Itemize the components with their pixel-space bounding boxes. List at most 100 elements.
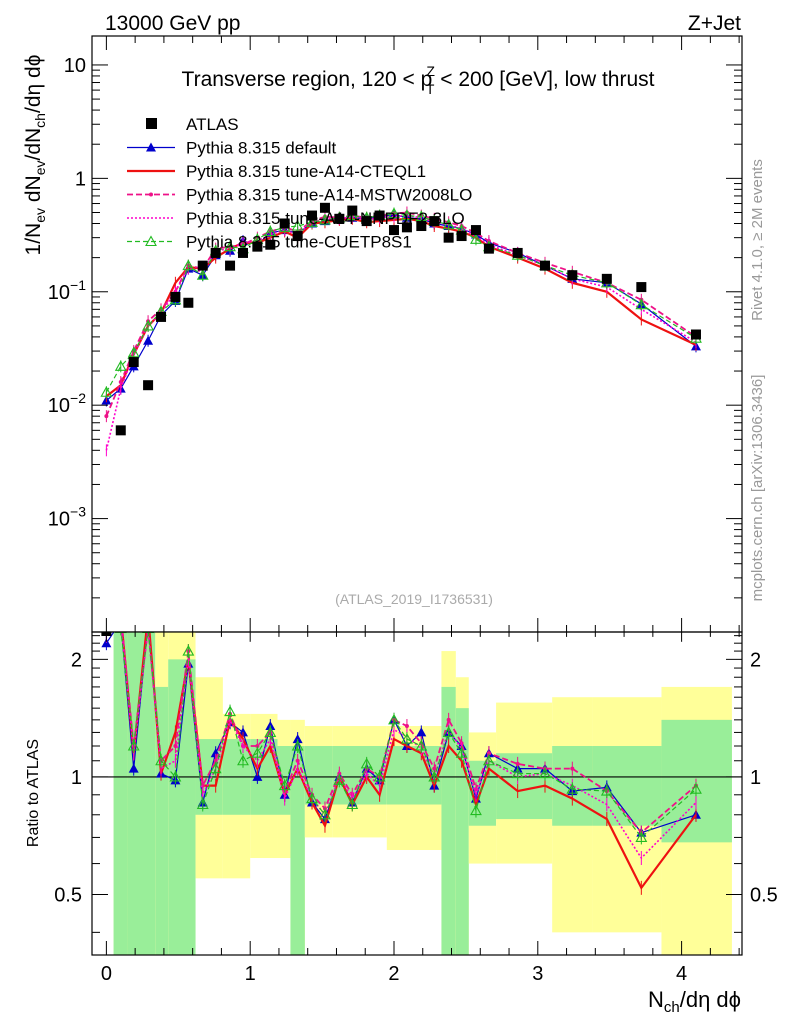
legend-label-mstw: Pythia 8.315 tune-A14-MSTW2008LO — [186, 186, 472, 205]
legend-marker-mstw — [149, 192, 153, 197]
atlas-point — [197, 260, 208, 271]
atlas-point — [443, 232, 454, 243]
ratio-point-mstw — [295, 758, 300, 763]
uncertainty-band-inner — [168, 659, 196, 955]
ratio-point-cuetp8s1 — [209, 762, 222, 774]
ratio-point-cuetp8s1 — [169, 770, 182, 782]
ratio-point-cuetp8s1 — [442, 726, 455, 737]
ratio-point-cuetp8s1 — [306, 792, 318, 804]
series-point-cuetp8s1 — [182, 259, 195, 271]
ratio-point-cuetp8s1 — [114, 632, 127, 633]
xlabel-sub: ch — [664, 999, 680, 1016]
ratio-point-default — [116, 617, 126, 626]
y-tick-exp: −2 — [70, 390, 86, 406]
atlas-point — [456, 231, 467, 242]
atlas-point — [636, 282, 647, 293]
plot-title-sup: Z — [426, 63, 435, 79]
y-tick-label: 1 — [75, 168, 86, 190]
y-axis-label: 1/Nev dNev/dNch/dη dϕ — [22, 55, 48, 256]
series-point-cuetp8s1 — [196, 269, 209, 280]
ratio-point-cuetp8s1 — [455, 747, 468, 758]
ylabel-part-3: ev — [32, 160, 48, 175]
y-tick-label: 10−3 — [48, 504, 86, 531]
y-tick-exp: −3 — [70, 504, 86, 520]
ratio-point-cuetp8s1 — [182, 644, 195, 656]
ratio-point-mstw — [570, 766, 575, 771]
ylabel-part-2: dN — [22, 175, 45, 208]
series-point-cuetp8s1 — [100, 386, 113, 397]
atlas-point — [115, 425, 126, 436]
ratio-point-mstw — [146, 626, 150, 630]
series-point-cuetp8s1 — [635, 298, 648, 310]
ratio-point-mstw — [119, 613, 123, 617]
ylabel-part-5: ch — [32, 113, 48, 128]
plot-title-sub: T — [426, 81, 435, 97]
x-tick-label: 3 — [532, 963, 543, 985]
legend-marker-cuetp8s1 — [145, 235, 157, 247]
ratio-point-default — [101, 638, 112, 648]
ratio-point-cuetp8s1 — [373, 770, 386, 782]
legend-label-atlas: ATLAS — [186, 115, 239, 134]
series-point-cuetp8s1 — [127, 346, 140, 358]
y-tick-exp: −1 — [70, 277, 86, 293]
ratio-point-cuetp8s1 — [142, 632, 155, 633]
atlas-point — [539, 260, 550, 271]
ratio-tick-label-right: 2 — [750, 649, 761, 671]
series-point-cuetp8s1 — [224, 240, 236, 252]
series-point-cuetp8s1 — [306, 216, 318, 227]
ratio-point-default — [292, 734, 303, 744]
x-tick-label: 0 — [101, 963, 112, 985]
legend: ATLAS Pythia 8.315 default Pythia 8.315 tu… — [127, 115, 472, 252]
y-tick-label: 10−1 — [48, 277, 86, 304]
plot-title-pre: Transverse region, 120 < p — [182, 68, 433, 91]
atlas-point — [252, 241, 263, 252]
atlas-point — [334, 213, 345, 224]
x-tick-label: 2 — [388, 963, 399, 985]
ratio-line-cuetp8s1 — [120, 632, 697, 839]
ratio-point-cuetp8s1 — [470, 804, 482, 816]
ratio-tick-label-right: 1 — [750, 767, 761, 789]
legend-label-cteql1: Pythia 8.315 tune-A14-CTEQL1 — [186, 162, 426, 181]
series-point-cuetp8s1 — [415, 210, 428, 222]
ratio-point-cuetp8s1 — [635, 831, 648, 842]
atlas-point — [361, 216, 372, 227]
atlas-point — [292, 231, 303, 242]
ratio-tick-label: 0.5 — [54, 885, 82, 907]
atlas-point — [690, 329, 701, 340]
ratio-point-cuetp8s1 — [428, 770, 441, 782]
ratio-point-cuetp8s1 — [251, 747, 264, 758]
atlas-point — [183, 297, 194, 308]
ratio-point-cuetp8s1 — [400, 732, 413, 744]
series-point-mstw — [104, 414, 109, 419]
ylabel-part-6: /dη dϕ — [22, 55, 45, 113]
ratio-point-default — [128, 763, 139, 773]
atlas-point — [156, 311, 167, 322]
side-label-bottom: mcplots.cern.ch [arXiv:1306.3436] — [749, 375, 766, 602]
ratio-tick-label-right: 0.5 — [750, 885, 778, 907]
ratio-point-cuetp8s1 — [224, 705, 236, 717]
ratio-point-cuetp8s1 — [360, 757, 373, 769]
legend-label-nnpdf: Pythia 8.315 tune-A14-NNPDF2.3LO — [186, 209, 465, 228]
atlas-point — [470, 225, 481, 236]
atlas-point — [374, 210, 385, 221]
ratio-point-cuetp8s1 — [237, 754, 249, 766]
ratio-point-mstw — [255, 744, 260, 749]
atlas-point — [237, 247, 248, 258]
ratio-point-cuetp8s1 — [155, 754, 167, 766]
atlas-point — [429, 216, 440, 227]
y-tick-base: 10 — [48, 282, 70, 304]
atlas-point — [279, 218, 290, 229]
ratio-point-default — [252, 771, 263, 781]
ratio-point-cuetp8s1 — [539, 767, 551, 779]
ratio-point-cuetp8s1 — [511, 767, 524, 779]
ratio-point-cuetp8s1 — [482, 754, 495, 766]
y-tick-base: 10 — [64, 55, 86, 77]
plot-title-post: < 200 [GeV], low thrust — [434, 68, 654, 91]
atlas-point — [347, 205, 358, 216]
ratio-tick-label: 2 — [71, 649, 82, 671]
y-tick-base: 10 — [48, 509, 70, 531]
series-point-mstw — [118, 380, 123, 385]
plot-title: Transverse region, 120 < pZ T < 200 [GeV]… — [182, 63, 655, 97]
